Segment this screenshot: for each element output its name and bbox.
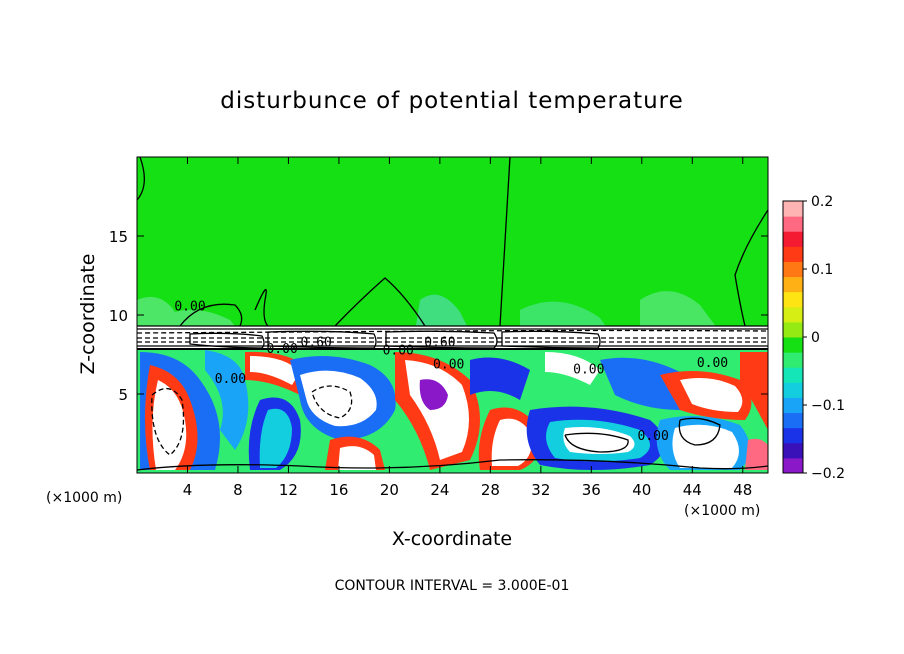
colorbar-swatch xyxy=(783,246,803,262)
contour-label: 0.00 xyxy=(573,362,604,377)
colorbar-swatch xyxy=(783,276,803,293)
upper-layer-wisps xyxy=(415,294,470,332)
x-tick-label: 28 xyxy=(481,481,500,499)
colorbar: 0.2 0.1 0 −0.1 −0.2 xyxy=(782,194,845,482)
x-tick-label: 4 xyxy=(183,481,193,499)
colorbar-swatch xyxy=(783,367,803,383)
x-tick-label: 24 xyxy=(430,481,449,499)
contour-lines xyxy=(137,157,768,471)
upper-layer-wisps xyxy=(137,296,240,332)
colorbar-swatch xyxy=(783,306,803,323)
contour-label: 0.00 xyxy=(215,372,246,387)
colorbar-swatch xyxy=(783,261,803,278)
upper-layer-wisps xyxy=(520,301,610,332)
colorbar-swatch xyxy=(783,291,803,308)
y-axis: 5 10 15 xyxy=(109,228,768,404)
upper-layer-wisps xyxy=(640,291,720,332)
x-tick-label: 44 xyxy=(683,481,702,499)
y-tick-label: 5 xyxy=(118,386,128,404)
chart-title: disturbunce of potential temperature xyxy=(220,88,684,114)
colorbar-tick-label: −0.2 xyxy=(811,466,845,482)
x-tick-label: 48 xyxy=(733,481,752,499)
colorbar-swatch xyxy=(783,457,803,474)
contour-label: 0.00 xyxy=(174,299,205,314)
contour-label: 0.60 xyxy=(301,336,332,351)
x-unit-note: (×1000 m) xyxy=(684,503,761,519)
y-unit-note: (×1000 m) xyxy=(46,490,123,506)
contour-label: 0.00 xyxy=(697,356,728,371)
colorbar-swatch xyxy=(783,382,803,398)
colorbar-swatch xyxy=(783,427,803,444)
x-tick-label: 40 xyxy=(632,481,651,499)
x-tick-label: 36 xyxy=(582,481,601,499)
contour-label: 0.00 xyxy=(266,342,297,357)
colorbar-swatch xyxy=(783,337,803,353)
colorbar-tick-label: 0.2 xyxy=(811,194,833,210)
colorbar-tick-label: 0.1 xyxy=(811,262,833,278)
y-axis-label: Z-coordinate xyxy=(77,253,99,375)
contour-label: 0.00 xyxy=(433,358,464,373)
colorbar-tick-label: 0 xyxy=(811,330,820,346)
y-tick-label: 15 xyxy=(109,228,128,246)
field-layer xyxy=(137,157,768,473)
x-axis: 4 8 12 16 20 24 28 32 36 40 44 48 xyxy=(183,157,752,499)
x-tick-label: 20 xyxy=(380,481,399,499)
colorbar-swatch xyxy=(783,442,803,459)
contour-labels: 0.00 0.00 0.60 0.00 0.60 0.00 0.00 0.00 0.00 0.00 xyxy=(174,299,728,444)
colorbar-swatch xyxy=(783,412,803,429)
colorbar-swatch xyxy=(783,397,803,414)
contour-label: 0.00 xyxy=(383,344,414,359)
colorbar-swatch xyxy=(783,216,803,232)
contour-interval-footer: CONTOUR INTERVAL = 3.000E-01 xyxy=(334,578,570,594)
y-tick-label: 10 xyxy=(109,307,128,325)
contour-label: 0.00 xyxy=(638,429,669,444)
boundary-layer-eddies xyxy=(140,350,768,470)
x-axis-label: X-coordinate xyxy=(391,528,513,550)
colorbar-swatch xyxy=(783,201,803,217)
x-tick-label: 16 xyxy=(329,481,348,499)
x-tick-label: 12 xyxy=(279,481,298,499)
x-tick-label: 8 xyxy=(233,481,243,499)
colorbar-swatch xyxy=(783,231,803,247)
colorbar-swatch xyxy=(783,352,803,368)
contour-label: 0.60 xyxy=(424,336,455,351)
colorbar-swatch xyxy=(783,321,803,338)
x-tick-label: 32 xyxy=(531,481,550,499)
colorbar-tick-label: −0.1 xyxy=(811,398,845,414)
